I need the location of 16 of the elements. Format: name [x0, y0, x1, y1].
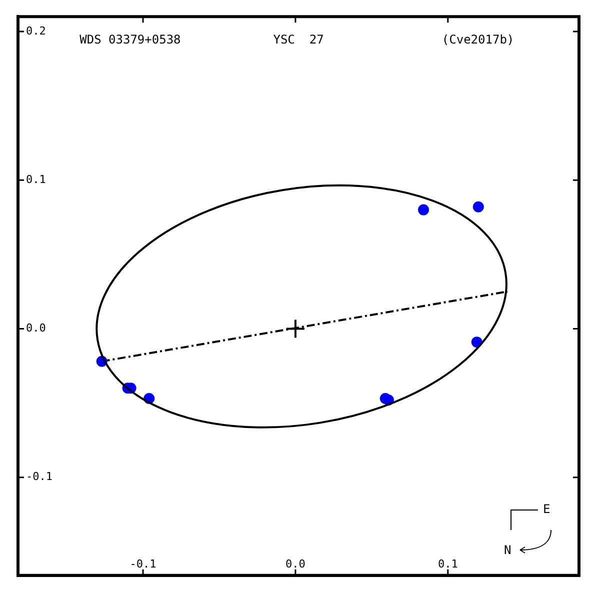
annotation: (Cve2017b) — [442, 32, 514, 47]
annotation: WDS 03379+0538 — [80, 32, 181, 47]
point — [285, 318, 306, 339]
annotation: N — [504, 543, 512, 557]
annotation: YSC 27 — [273, 32, 324, 47]
y-tick-label: 0.2 — [26, 24, 46, 38]
y-tick-label: 0.1 — [26, 172, 46, 186]
x-tick-label: 0.0 — [286, 558, 306, 571]
point — [472, 201, 484, 212]
y-tick-label: 0.0 — [26, 322, 46, 335]
point — [418, 204, 430, 216]
x-tick-label: 0.1 — [438, 558, 458, 571]
y-tick-label: -0.1 — [26, 470, 52, 484]
point — [380, 393, 391, 404]
annotation: E — [543, 502, 550, 516]
x-tick-label: -0.1 — [130, 558, 156, 571]
